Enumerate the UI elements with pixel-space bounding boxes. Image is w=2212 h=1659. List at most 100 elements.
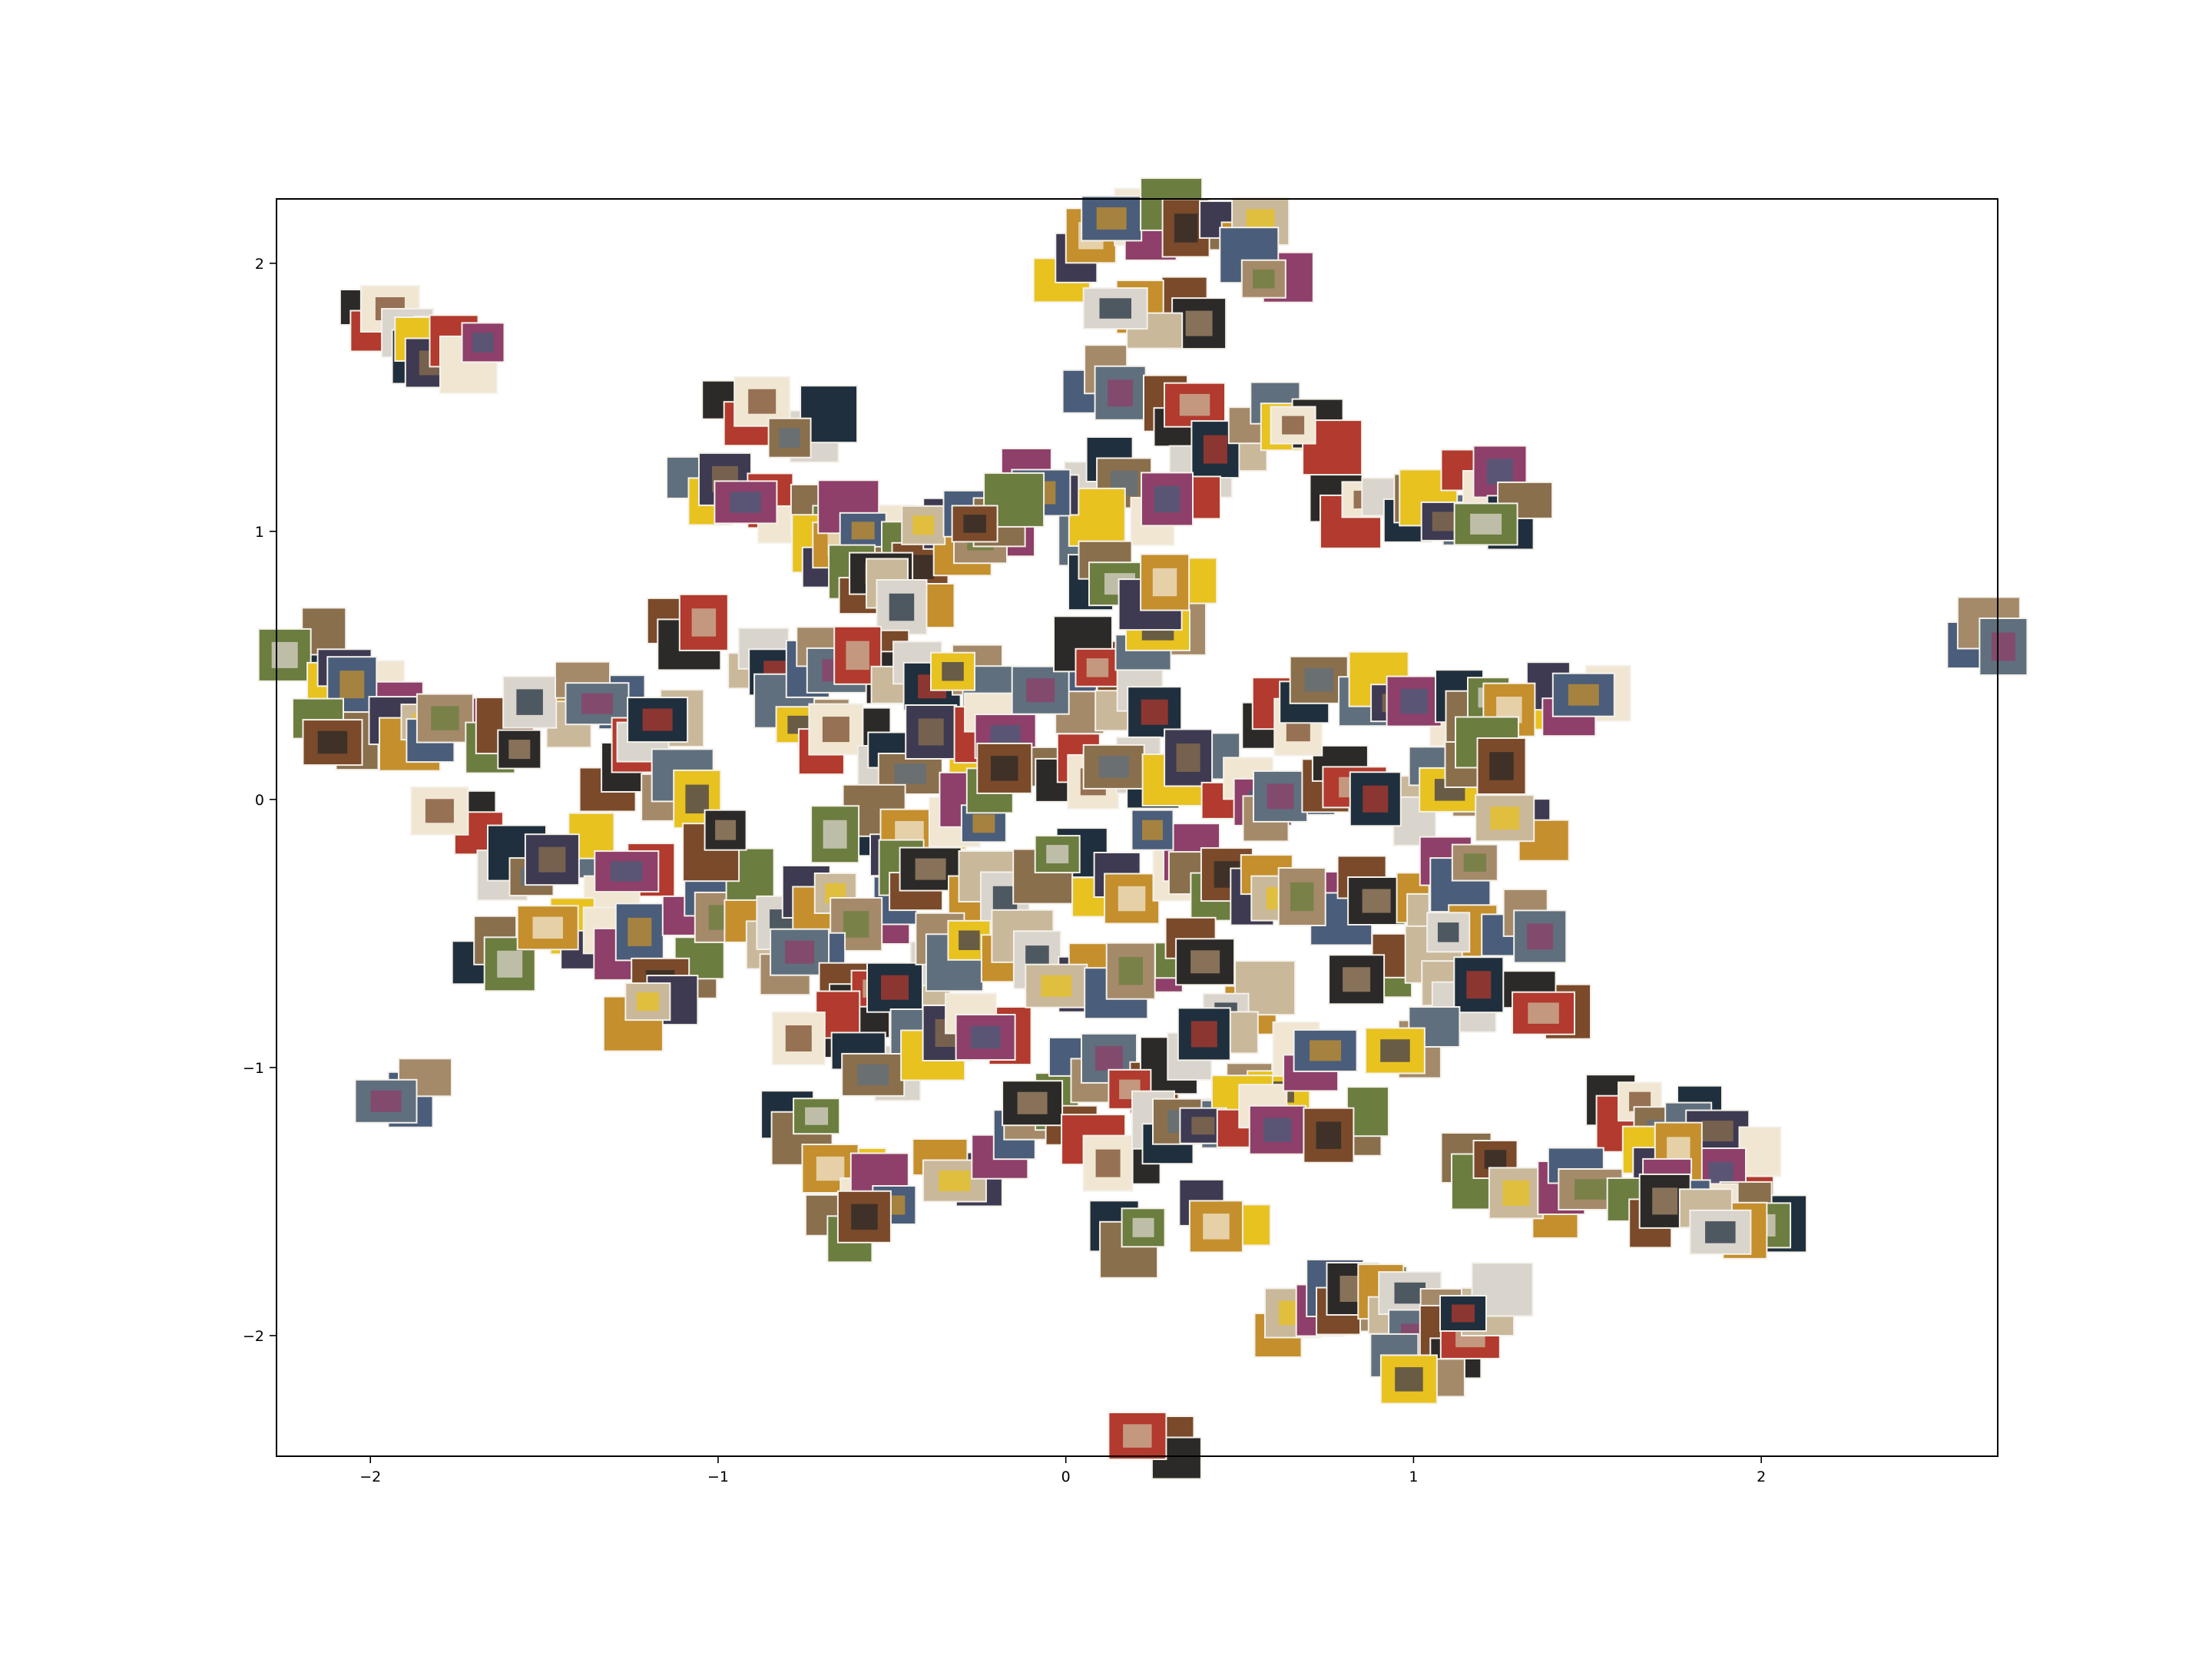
- thumbnail-point: [1242, 770, 1336, 843]
- thumbnail-detail: [1108, 379, 1134, 407]
- thumbnail-detail: [991, 756, 1018, 781]
- thumbnail-point: [945, 992, 1032, 1065]
- thumbnail-detail: [1575, 1179, 1607, 1200]
- thumbnail-point: [1369, 1333, 1465, 1405]
- x-tick-label: −1: [707, 1469, 729, 1485]
- thumbnail-detail: [508, 740, 531, 760]
- thumbnail-detail: [271, 641, 298, 668]
- thumbnail-detail: [942, 662, 964, 681]
- x-tick-label: −2: [359, 1469, 381, 1485]
- thumbnail-point: [1219, 227, 1314, 303]
- thumbnail-detail: [715, 820, 737, 840]
- thumbnail-layer: [257, 177, 2028, 1480]
- thumbnail-detail: [822, 717, 849, 743]
- thumbnail-detail: [748, 389, 777, 414]
- thumbnail-detail: [1142, 820, 1163, 840]
- thumbnail-point: [1678, 1188, 1768, 1260]
- thumbnail-detail: [1304, 668, 1333, 692]
- thumbnail-point: [555, 661, 646, 730]
- y-tick-label: −1: [243, 1060, 264, 1077]
- thumbnail-detail: [431, 706, 459, 730]
- thumbnail-detail: [1141, 699, 1168, 725]
- thumbnail-detail: [959, 930, 980, 950]
- thumbnail-detail: [685, 784, 709, 814]
- thumbnail-detail: [1452, 1304, 1475, 1323]
- thumbnail-point: [866, 558, 955, 635]
- thumbnail-detail: [912, 515, 935, 535]
- thumbnail-detail: [894, 763, 927, 784]
- thumbnail-detail: [581, 693, 613, 714]
- thumbnail-point: [661, 870, 750, 943]
- thumbnail-detail: [1203, 1214, 1230, 1240]
- thumbnail-detail: [1701, 1121, 1734, 1142]
- thumbnail-point: [646, 593, 729, 671]
- thumbnail-detail: [851, 522, 875, 540]
- thumbnail-detail: [425, 799, 454, 823]
- thumbnail-point: [582, 902, 664, 981]
- thumbnail-detail: [1190, 1021, 1217, 1048]
- thumbnail-detail: [1568, 684, 1599, 706]
- thumbnail-point: [1453, 481, 1554, 551]
- thumbnail-detail: [785, 1025, 812, 1051]
- thumbnail-image: [1121, 1207, 1166, 1248]
- thumbnail-detail: [1290, 882, 1314, 912]
- thumbnail-detail: [1026, 678, 1055, 703]
- thumbnail-image: [1277, 867, 1326, 926]
- thumbnail-detail: [1470, 513, 1502, 535]
- thumbnail-detail: [1095, 1045, 1123, 1071]
- thumbnail-detail: [1363, 785, 1389, 813]
- thumbnail-detail: [1490, 806, 1520, 830]
- thumbnail-detail: [1263, 1118, 1292, 1142]
- thumbnail-point: [1141, 728, 1241, 806]
- thumbnail-detail: [851, 1204, 878, 1230]
- thumbnail-detail: [1152, 568, 1177, 597]
- thumbnail-detail: [1185, 310, 1213, 336]
- thumbnail-detail: [970, 1025, 1001, 1049]
- thumbnail-point: [1481, 888, 1568, 964]
- thumbnail-detail: [1466, 971, 1492, 999]
- thumbnail-point: [915, 912, 992, 992]
- thumbnail-point: [759, 928, 846, 996]
- thumbnail-point: [1084, 942, 1184, 1020]
- thumbnail-detail: [1528, 1002, 1559, 1024]
- thumbnail-point: [1068, 540, 1151, 611]
- thumbnail-detail: [1527, 923, 1554, 950]
- thumbnail-detail: [963, 515, 986, 533]
- thumbnail-detail: [1132, 1217, 1154, 1237]
- thumbnail-point: [354, 1058, 452, 1128]
- thumbnail-detail: [1123, 1424, 1152, 1448]
- thumbnail-point: [1108, 1412, 1202, 1480]
- thumbnail-point: [1270, 398, 1363, 476]
- thumbnail-image: [1164, 382, 1226, 428]
- thumbnail-detail: [972, 814, 995, 833]
- thumbnail-detail: [846, 641, 869, 671]
- thumbnail-detail: [636, 992, 659, 1012]
- thumbnail-point: [878, 839, 962, 912]
- thumbnail-detail: [1310, 1040, 1342, 1061]
- axes-frame: [276, 198, 1998, 1457]
- x-tick-label: 2: [1757, 1469, 1766, 1485]
- thumbnail-detail: [1190, 950, 1220, 974]
- y-axis: −2 −1 0 1 2: [243, 256, 276, 1345]
- thumbnail-detail: [1118, 956, 1143, 985]
- thumbnail-point: [1475, 794, 1570, 862]
- thumbnail-point: [1419, 836, 1498, 913]
- thumbnail-point: [1130, 472, 1221, 546]
- thumbnail-detail: [1432, 512, 1454, 531]
- thumbnail-detail: [1282, 416, 1305, 435]
- thumbnail-detail: [1099, 298, 1131, 319]
- thumbnail-detail: [857, 1064, 889, 1086]
- thumbnail-detail: [1395, 1367, 1423, 1392]
- thumbnail-point: [951, 472, 1045, 548]
- thumbnail-detail: [642, 708, 673, 731]
- thumbnail-point: [682, 809, 775, 902]
- y-tick-label: 1: [255, 524, 264, 541]
- thumbnail-detail: [779, 428, 800, 448]
- thumbnail-point: [1061, 344, 1147, 421]
- thumbnail-point: [1071, 852, 1161, 925]
- thumbnail-point: [1082, 280, 1184, 349]
- thumbnail-detail: [1380, 1039, 1410, 1062]
- thumbnail-detail: [1991, 632, 2015, 661]
- thumbnail-detail: [1705, 1221, 1736, 1243]
- thumbnail-point: [451, 915, 536, 992]
